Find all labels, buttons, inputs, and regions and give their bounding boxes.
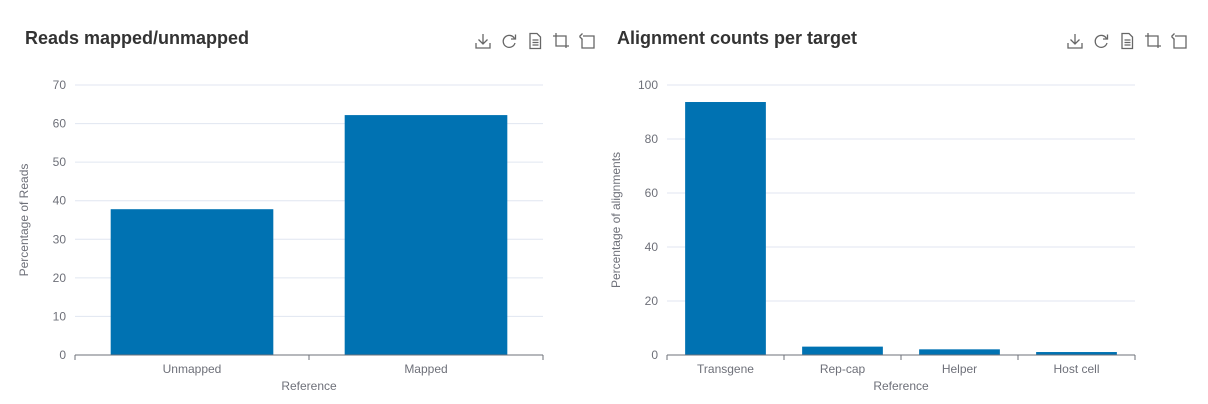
y-tick-label: 0 bbox=[59, 348, 66, 362]
x-tick-label: Unmapped bbox=[163, 362, 222, 376]
download-icon[interactable] bbox=[473, 31, 493, 51]
y-tick-label: 40 bbox=[53, 194, 67, 208]
y-tick-label: 50 bbox=[53, 155, 67, 169]
bar-host-cell bbox=[1036, 352, 1117, 355]
x-tick-label: Host cell bbox=[1053, 362, 1099, 376]
chart-toolbox bbox=[473, 31, 597, 51]
reads-mapped-chart-panel: Reads mapped/unmapped 0 10 20 30 40 50 60 70 Unm… bbox=[0, 0, 600, 404]
y-axis-label: Percentage of alignments bbox=[609, 152, 623, 288]
y-tick-label: 60 bbox=[53, 117, 67, 131]
y-tick-label: 70 bbox=[53, 78, 67, 92]
download-icon[interactable] bbox=[1065, 31, 1085, 51]
y-tick-label: 20 bbox=[645, 294, 659, 308]
zoom-reset-icon[interactable] bbox=[577, 31, 597, 51]
x-tick-label: Mapped bbox=[404, 362, 447, 376]
x-axis-label: Reference bbox=[873, 379, 929, 393]
bar-mapped bbox=[344, 115, 508, 355]
data-view-icon[interactable] bbox=[525, 31, 545, 51]
x-axis-label: Reference bbox=[281, 379, 337, 393]
y-tick-label: 10 bbox=[53, 309, 67, 323]
alignment-counts-chart-panel: Alignment counts per target 0 20 40 60 80 100… bbox=[600, 0, 1208, 404]
data-view-icon[interactable] bbox=[1117, 31, 1137, 51]
chart-toolbox bbox=[1065, 31, 1189, 51]
y-tick-label: 30 bbox=[53, 232, 67, 246]
y-tick-label: 20 bbox=[53, 271, 67, 285]
bar-rep-cap bbox=[802, 346, 883, 355]
chart-title: Alignment counts per target bbox=[617, 28, 858, 48]
y-tick-label: 0 bbox=[651, 348, 658, 362]
bar-helper bbox=[919, 349, 1000, 355]
refresh-icon[interactable] bbox=[1091, 31, 1111, 51]
chart-title: Reads mapped/unmapped bbox=[25, 28, 250, 48]
zoom-reset-icon[interactable] bbox=[1169, 31, 1189, 51]
bar-transgene bbox=[685, 102, 766, 355]
x-tick-label: Rep-cap bbox=[820, 362, 866, 376]
refresh-icon[interactable] bbox=[499, 31, 519, 51]
zoom-icon[interactable] bbox=[1143, 31, 1163, 51]
bar-unmapped bbox=[110, 209, 274, 355]
y-tick-label: 80 bbox=[645, 132, 659, 146]
y-tick-label: 100 bbox=[638, 78, 658, 92]
bar-chart-alignments: 0 20 40 60 80 100 Transgene Rep-cap Helper Host c… bbox=[609, 78, 1136, 393]
y-axis-label: Percentage of Reads bbox=[17, 164, 31, 277]
x-tick-label: Transgene bbox=[697, 362, 754, 376]
x-tick-label: Helper bbox=[942, 362, 977, 376]
y-tick-label: 40 bbox=[645, 240, 659, 254]
y-tick-label: 60 bbox=[645, 186, 659, 200]
zoom-icon[interactable] bbox=[551, 31, 571, 51]
bar-chart-reads: 0 10 20 30 40 50 60 70 Unmapped Mapped Reference Pe… bbox=[17, 78, 544, 393]
